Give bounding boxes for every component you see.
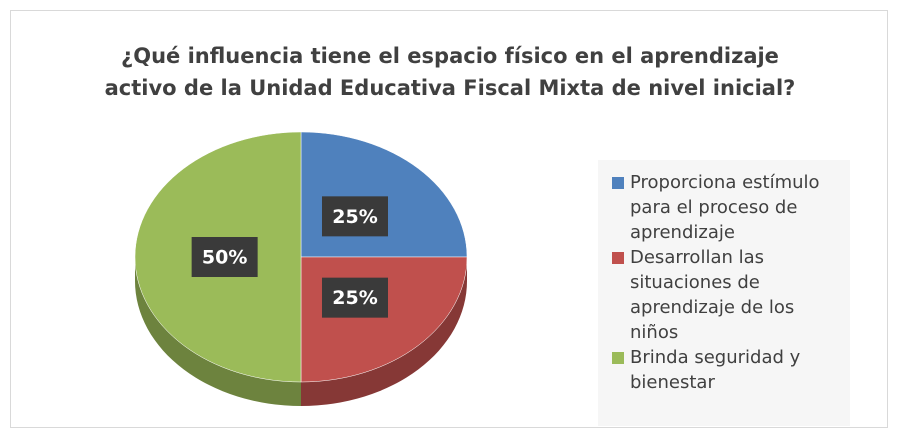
chart-title: ¿Qué influencia tiene el espacio físico … xyxy=(104,44,796,100)
legend-item: Desarrollan las situaciones de aprendiza… xyxy=(608,245,844,345)
legend-swatch xyxy=(612,352,624,364)
data-label-box xyxy=(321,277,388,318)
data-label-box xyxy=(321,196,388,237)
data-label: 50% xyxy=(202,247,247,269)
slice xyxy=(300,131,468,258)
legend-label: Proporciona estímulo para el proceso de … xyxy=(630,172,820,243)
slice-side xyxy=(135,257,301,406)
legend-swatch xyxy=(612,177,624,189)
slice-side xyxy=(301,257,467,406)
slice xyxy=(300,256,468,383)
legend-item: Brinda seguridad y bienestar xyxy=(608,345,844,395)
data-label: 25% xyxy=(332,287,377,309)
legend-item: Proporciona estímulo para el proceso de … xyxy=(608,170,844,245)
legend-label: Desarrollan las situaciones de aprendiza… xyxy=(630,247,795,343)
chart-frame xyxy=(10,10,888,428)
legend: Proporciona estímulo para el proceso de … xyxy=(598,160,850,426)
data-label: 25% xyxy=(332,206,377,228)
legend-swatch xyxy=(612,252,624,264)
legend-label: Brinda seguridad y bienestar xyxy=(630,347,801,393)
data-label-box xyxy=(191,237,258,277)
